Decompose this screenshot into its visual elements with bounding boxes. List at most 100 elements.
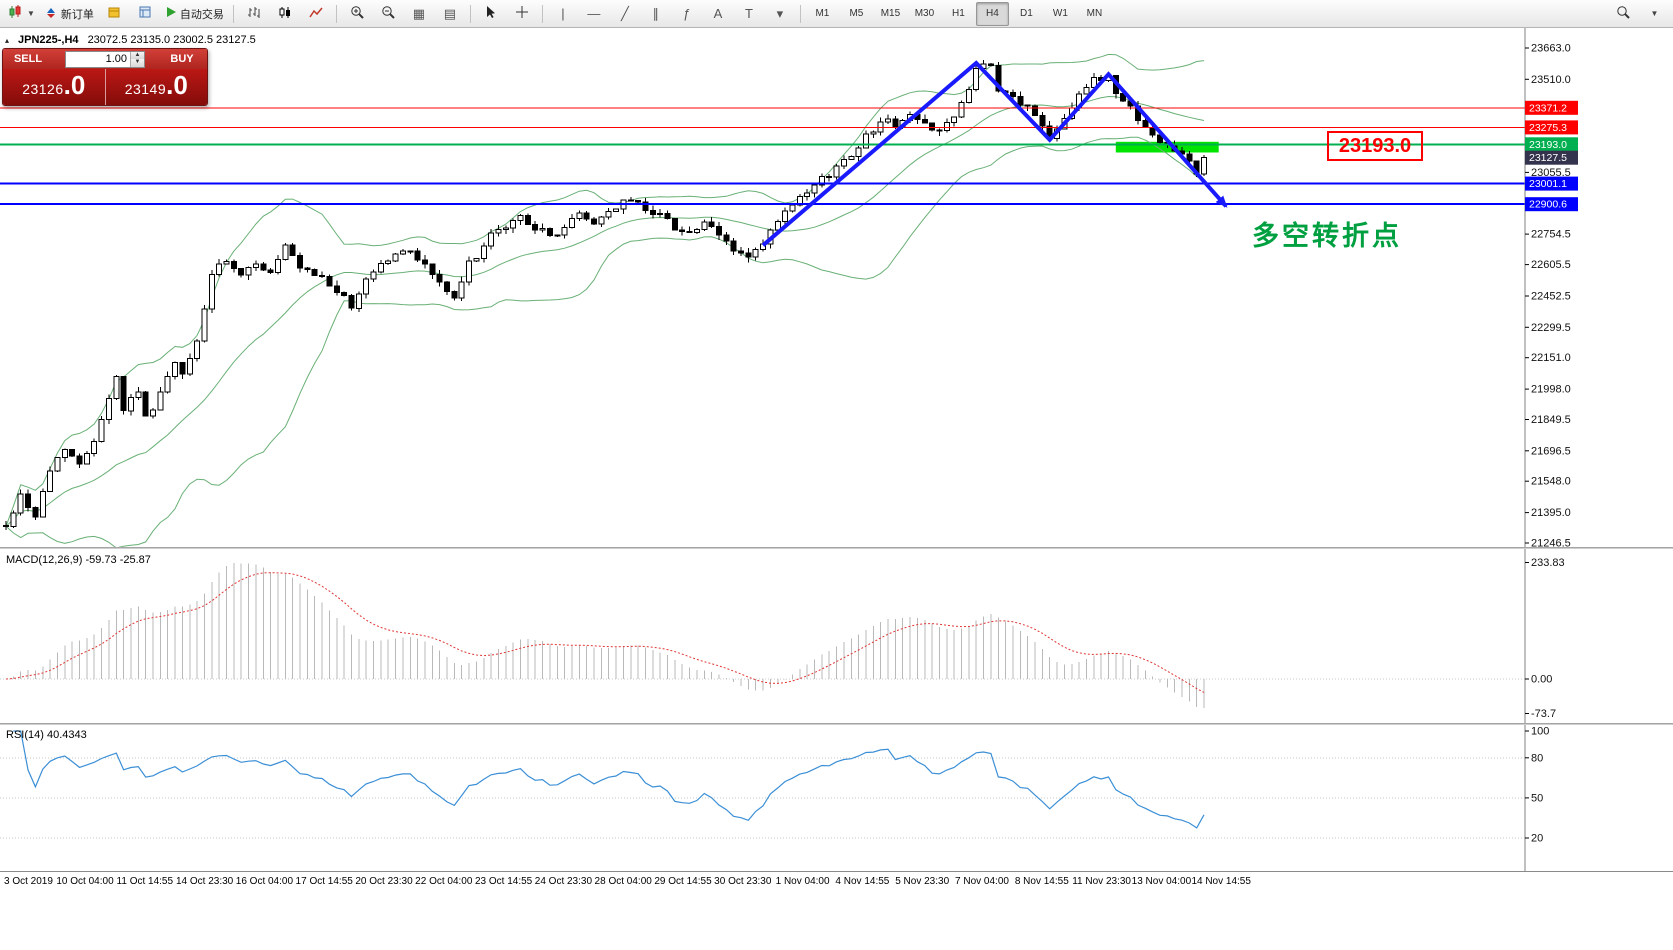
autotrading-button[interactable]: 自动交易 [161,2,228,26]
search-button[interactable] [1608,2,1638,26]
new-chart-button[interactable]: ▼ [4,2,39,26]
vertical-line-button[interactable]: | [548,2,578,26]
fibonacci-button[interactable]: ƒ [672,2,702,26]
svg-text:22900.6: 22900.6 [1529,199,1567,211]
time-axis[interactable]: 3 Oct 2019 10 Oct 04:00 11 Oct 14:55 14 Oct… [0,871,1673,892]
favorites-icon [107,5,121,22]
svg-text:22605.5: 22605.5 [1531,259,1571,271]
time-label: 20 Oct 23:30 [355,876,413,887]
chevron-down-icon: ▼ [27,9,35,18]
macd-panel-canvas[interactable]: 233.83 0.00 -73.7 [0,549,1673,723]
candles-chart-button[interactable] [270,2,300,26]
svg-text:23001.1: 23001.1 [1529,178,1567,190]
turning-point-annotation[interactable]: 多空转折点 [1252,221,1402,251]
svg-text:233.83: 233.83 [1531,557,1565,569]
bar-chart-button[interactable] [239,2,269,26]
time-label: 14 Oct 23:30 [175,876,234,887]
svg-text:20: 20 [1531,833,1543,845]
time-label: 29 Oct 14:55 [654,876,712,887]
lot-value[interactable]: 1.00 [105,52,127,65]
time-label: 23 Oct 14:55 [474,876,533,887]
time-label: 22 Oct 04:00 [415,876,473,887]
channel-icon: ∥ [652,6,660,21]
toolbar-dropdown-button[interactable]: ▼ [1639,2,1669,26]
time-label: 17 Oct 14:55 [295,876,353,887]
zoom-out-button[interactable] [373,2,403,26]
buy-tab[interactable]: BUY [170,53,194,65]
chevron-down-icon: ▼ [1650,9,1659,18]
trade-widget-header: SELL 1.00 ▲ ▼ BUY [3,49,207,69]
toolbar-separator [541,4,543,23]
bar-chart-icon [247,6,261,22]
line-chart-button[interactable] [301,2,331,26]
one-click-collapse-icon[interactable]: ▴ [5,35,10,45]
new-order-button[interactable]: 新订单 [40,2,98,26]
crosshair-button[interactable] [507,2,537,26]
shapes-button[interactable]: ▾ [765,2,795,26]
timeframe-D1[interactable]: D1 [1020,8,1033,19]
shapes-icon: ▾ [776,6,784,21]
autotrading-play-icon [165,6,177,21]
rsi-panel-canvas[interactable]: 100 80 50 20 [0,725,1673,871]
price-annotation-box[interactable]: 23193.0 [1327,131,1423,161]
channel-button[interactable]: ∥ [641,2,671,26]
svg-text:23193.0: 23193.0 [1529,139,1567,151]
candles-chart-icon [278,6,292,22]
svg-text:0.00: 0.00 [1531,674,1552,686]
svg-text:23127.5: 23127.5 [1529,152,1567,164]
svg-text:80: 80 [1531,752,1543,764]
timeframe-W1[interactable]: W1 [1052,8,1068,19]
sell-tab[interactable]: SELL [13,53,43,65]
time-label: 8 Nov 14:55 [1014,876,1069,887]
price-divider [104,69,106,105]
candlestick-chart-icon [8,5,23,22]
cascade-windows-icon: ▤ [443,6,457,21]
favorites-button[interactable] [99,2,129,26]
time-label: 7 Nov 04:00 [955,876,1009,887]
panel-separator[interactable] [0,723,1673,725]
text-label-button[interactable]: T [734,2,764,26]
svg-text:100: 100 [1531,726,1549,738]
lot-decrement-button[interactable]: ▼ [131,59,144,67]
lot-size-field[interactable]: 1.00 ▲ ▼ [65,50,145,68]
panel-separator[interactable] [0,547,1673,549]
trendline-button[interactable]: ╱ [610,2,640,26]
chart-window: 23663.0 23510.0 23055.5 22754.5 22605.5 22452… [0,28,1673,892]
time-label: 4 Nov 14:55 [835,876,890,887]
cascade-windows-button[interactable]: ▤ [435,2,465,26]
timeframe-MN[interactable]: MN [1086,8,1103,19]
timeframe-H1[interactable]: H1 [952,8,965,19]
main-chart-canvas[interactable]: 23663.0 23510.0 23055.5 22754.5 22605.5 22452… [0,28,1673,547]
timeframe-M30[interactable]: M30 [914,8,935,19]
zoom-out-icon [381,5,395,22]
profiles-button[interactable] [130,2,160,26]
toolbar-separator [799,4,801,23]
timeframe-M15[interactable]: M15 [880,8,901,19]
timeframe-H4[interactable]: H4 [975,1,1009,26]
new-order-icon [44,5,58,22]
zoom-in-button[interactable] [342,2,372,26]
horizontal-line-button[interactable]: — [579,2,609,26]
buy-button[interactable]: 23149 .0 [106,69,208,105]
fibonacci-icon: ƒ [683,6,691,21]
tile-windows-button[interactable]: ▦ [404,2,434,26]
sell-button[interactable]: 23126 .0 [3,69,105,105]
horizontal-line-icon: — [587,6,601,21]
timeframe-M5[interactable]: M5 [849,8,864,19]
svg-text:23371.2: 23371.2 [1529,102,1567,114]
svg-text:22452.5: 22452.5 [1531,291,1571,303]
svg-text:-73.7: -73.7 [1531,708,1556,720]
toolbar-separator [232,4,234,23]
text-button[interactable]: A [703,2,733,26]
main-toolbar: ▼ 新订单 自动交易 ▦ ▤ | — ╱ ∥ ƒ A T ▾ M1 M5 M15 M3… [0,0,1673,28]
time-label: 3 Oct 2019 [4,876,53,887]
time-label: 30 Oct 23:30 [714,876,772,887]
timeframe-group: M1 M5 M15 M30 H1 H4 D1 W1 MN [806,1,1111,26]
time-label: 10 Oct 04:00 [56,876,114,887]
line-chart-icon [309,6,323,22]
timeframe-M1[interactable]: M1 [815,8,830,19]
text-label-icon: T [744,6,753,21]
lot-increment-button[interactable]: ▲ [131,51,144,59]
buy-price: 23149 [124,81,167,97]
cursor-button[interactable] [476,2,506,26]
